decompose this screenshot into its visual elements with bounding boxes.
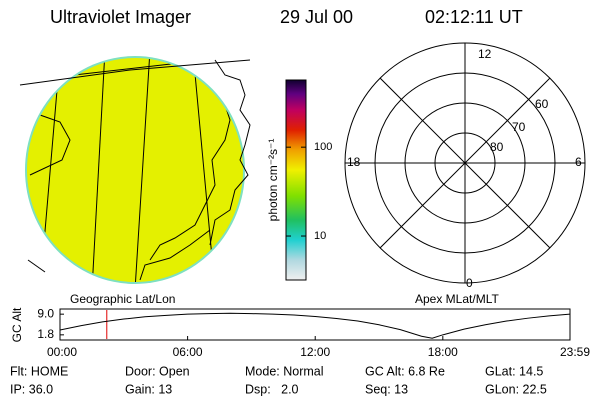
y-tick-label: 9.0 <box>37 306 54 320</box>
x-tick-label: 00:00 <box>47 345 77 359</box>
x-tick-label: 06:00 <box>173 345 203 359</box>
colorbar <box>285 79 307 281</box>
x-tick-label: 18:00 <box>428 345 458 359</box>
polar-grid <box>344 42 586 284</box>
status-field: GLon: 22.5 <box>485 382 547 396</box>
status-field: Door: Open <box>125 364 190 378</box>
colorbar-tick-label: 10 <box>314 230 326 242</box>
instrument: Ultraviolet Imager <box>50 7 191 27</box>
status-field: GC Alt: 6.8 Re <box>365 364 445 378</box>
earth-image <box>19 56 251 284</box>
date: 29 Jul 00 <box>280 7 353 27</box>
status-field: Mode: Normal <box>245 364 324 378</box>
lat-label: 60 <box>535 97 549 111</box>
alt-frame <box>59 308 571 341</box>
mlt-label: 0 <box>466 276 473 290</box>
status-field: GLat: 14.5 <box>485 364 543 378</box>
mlt-label: 18 <box>347 155 361 169</box>
x-tick-label: 12:00 <box>300 345 330 359</box>
time: 02:12:11 UT <box>425 7 523 27</box>
status-field: Flt: HOME <box>10 364 68 378</box>
altitude-line <box>59 312 571 339</box>
y-axis-label: GC Alt <box>10 307 24 342</box>
lat-label: 80 <box>490 140 504 154</box>
colorbar-tick-label: 100 <box>314 141 332 153</box>
colorbar-label: photon cm⁻²s⁻¹ <box>266 139 280 222</box>
status-field: Gain: 13 <box>125 382 172 396</box>
status-field: Seq: 13 <box>365 382 408 396</box>
y-tick-label: 1.8 <box>37 327 54 341</box>
caption-left: Geographic Lat/Lon <box>70 292 175 306</box>
status-field: IP: 36.0 <box>10 382 53 396</box>
caption-right: Apex MLat/MLT <box>415 292 499 306</box>
mlt-label: 12 <box>478 47 492 61</box>
status-field: Dsp: 2.0 <box>245 382 299 396</box>
lat-label: 70 <box>512 120 526 134</box>
x-tick-label: 23:59 <box>560 345 590 359</box>
mlt-label: 6 <box>575 155 582 169</box>
